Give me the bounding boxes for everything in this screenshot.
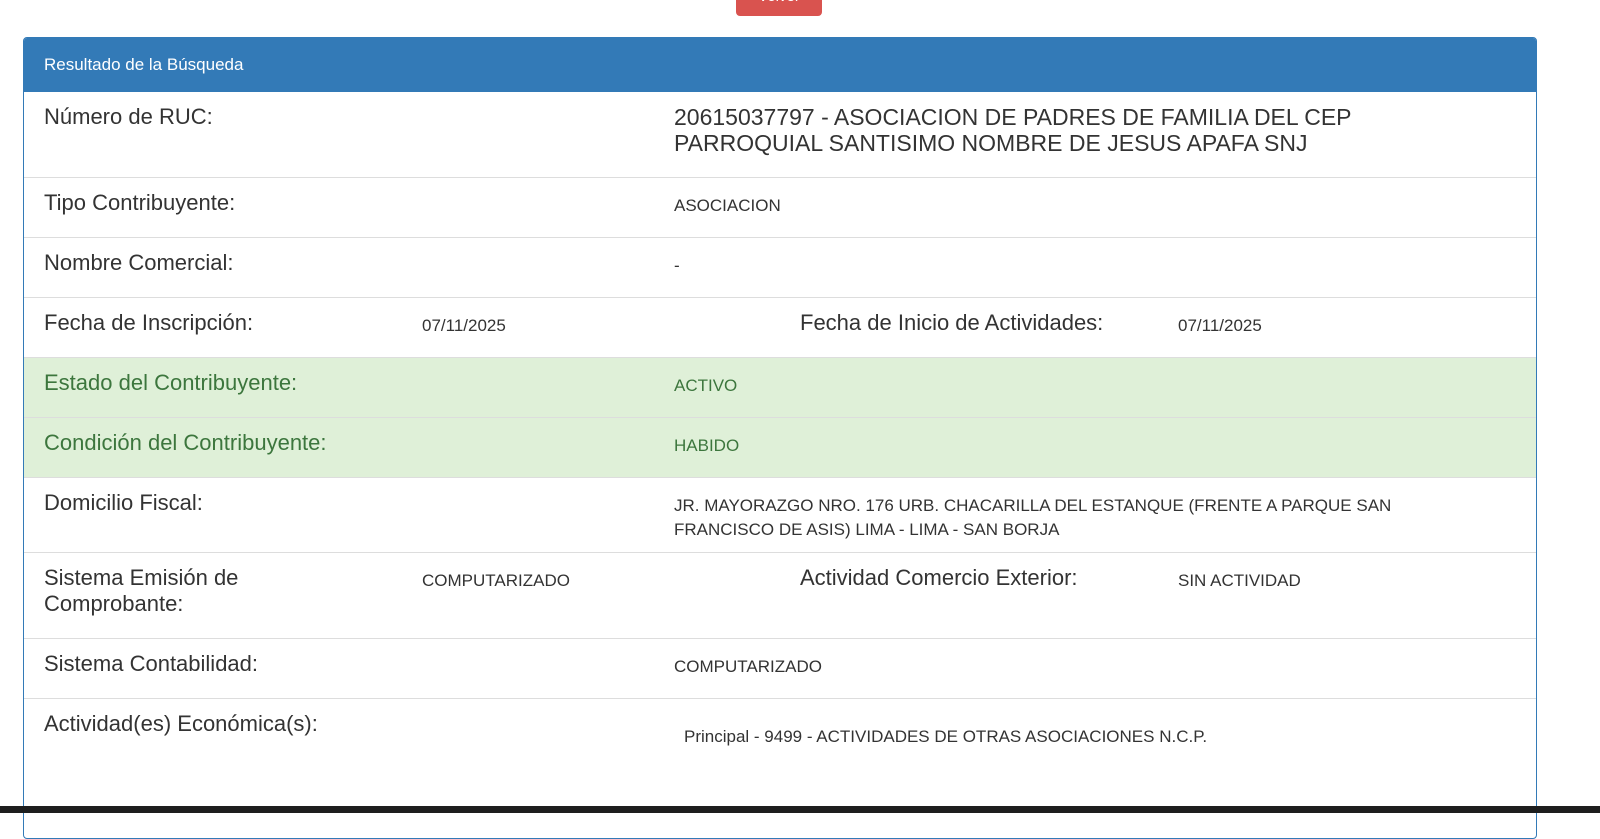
actividad-value: Principal - 9499 - ACTIVIDADES DE OTRAS … <box>684 727 1208 746</box>
tipo-value: ASOCIACION <box>674 196 781 215</box>
fecha-inscripcion-value: 07/11/2025 <box>422 316 506 335</box>
tipo-label: Tipo Contribuyente: <box>44 190 236 215</box>
row-estado: Estado del Contribuyente: ACTIVO <box>24 357 1536 417</box>
panel-title: Resultado de la Búsqueda <box>24 38 1536 92</box>
emision-label: Sistema Emisión de Comprobante: <box>44 565 239 616</box>
contabilidad-value: COMPUTARIZADO <box>674 657 822 676</box>
taskbar <box>0 806 1600 813</box>
nombre-value: - <box>674 256 680 275</box>
domicilio-label: Domicilio Fiscal: <box>44 490 203 515</box>
row-actividad: Actividad(es) Económica(s): Principal - … <box>24 698 1536 819</box>
domicilio-value: JR. MAYORAZGO NRO. 176 URB. CHACARILLA D… <box>674 496 1392 539</box>
comercio-exterior-value: SIN ACTIVIDAD <box>1178 571 1301 590</box>
condicion-label: Condición del Contribuyente: <box>44 430 327 455</box>
row-condicion: Condición del Contribuyente: HABIDO <box>24 417 1536 477</box>
nombre-label: Nombre Comercial: <box>44 250 234 275</box>
ruc-value: 20615037797 - ASOCIACION DE PADRES DE FA… <box>674 104 1352 156</box>
row-contabilidad: Sistema Contabilidad: COMPUTARIZADO <box>24 638 1536 698</box>
estado-value: ACTIVO <box>674 376 738 395</box>
volver-button[interactable]: Volver <box>736 0 822 16</box>
fecha-inscripcion-label: Fecha de Inscripción: <box>44 310 254 335</box>
row-emision: Sistema Emisión de Comprobante: COMPUTAR… <box>24 552 1536 638</box>
search-result-panel: Resultado de la Búsqueda Número de RUC: … <box>23 37 1537 839</box>
row-ruc: Número de RUC: 20615037797 - ASOCIACION … <box>24 92 1536 177</box>
contabilidad-label: Sistema Contabilidad: <box>44 651 259 676</box>
row-fecha: Fecha de Inscripción: 07/11/2025 Fecha d… <box>24 297 1536 357</box>
row-nombre: Nombre Comercial: - <box>24 237 1536 297</box>
estado-label: Estado del Contribuyente: <box>44 370 298 395</box>
actividad-label: Actividad(es) Económica(s): <box>44 711 318 736</box>
ruc-label: Número de RUC: <box>44 104 213 129</box>
condicion-value: HABIDO <box>674 436 740 455</box>
emision-value: COMPUTARIZADO <box>422 571 570 590</box>
row-domicilio: Domicilio Fiscal: JR. MAYORAZGO NRO. 176… <box>24 477 1536 552</box>
fecha-inicio-value: 07/11/2025 <box>1178 316 1262 335</box>
row-tipo: Tipo Contribuyente: ASOCIACION <box>24 177 1536 237</box>
fecha-inicio-label: Fecha de Inicio de Actividades: <box>800 310 1104 335</box>
comercio-exterior-label: Actividad Comercio Exterior: <box>800 565 1078 590</box>
